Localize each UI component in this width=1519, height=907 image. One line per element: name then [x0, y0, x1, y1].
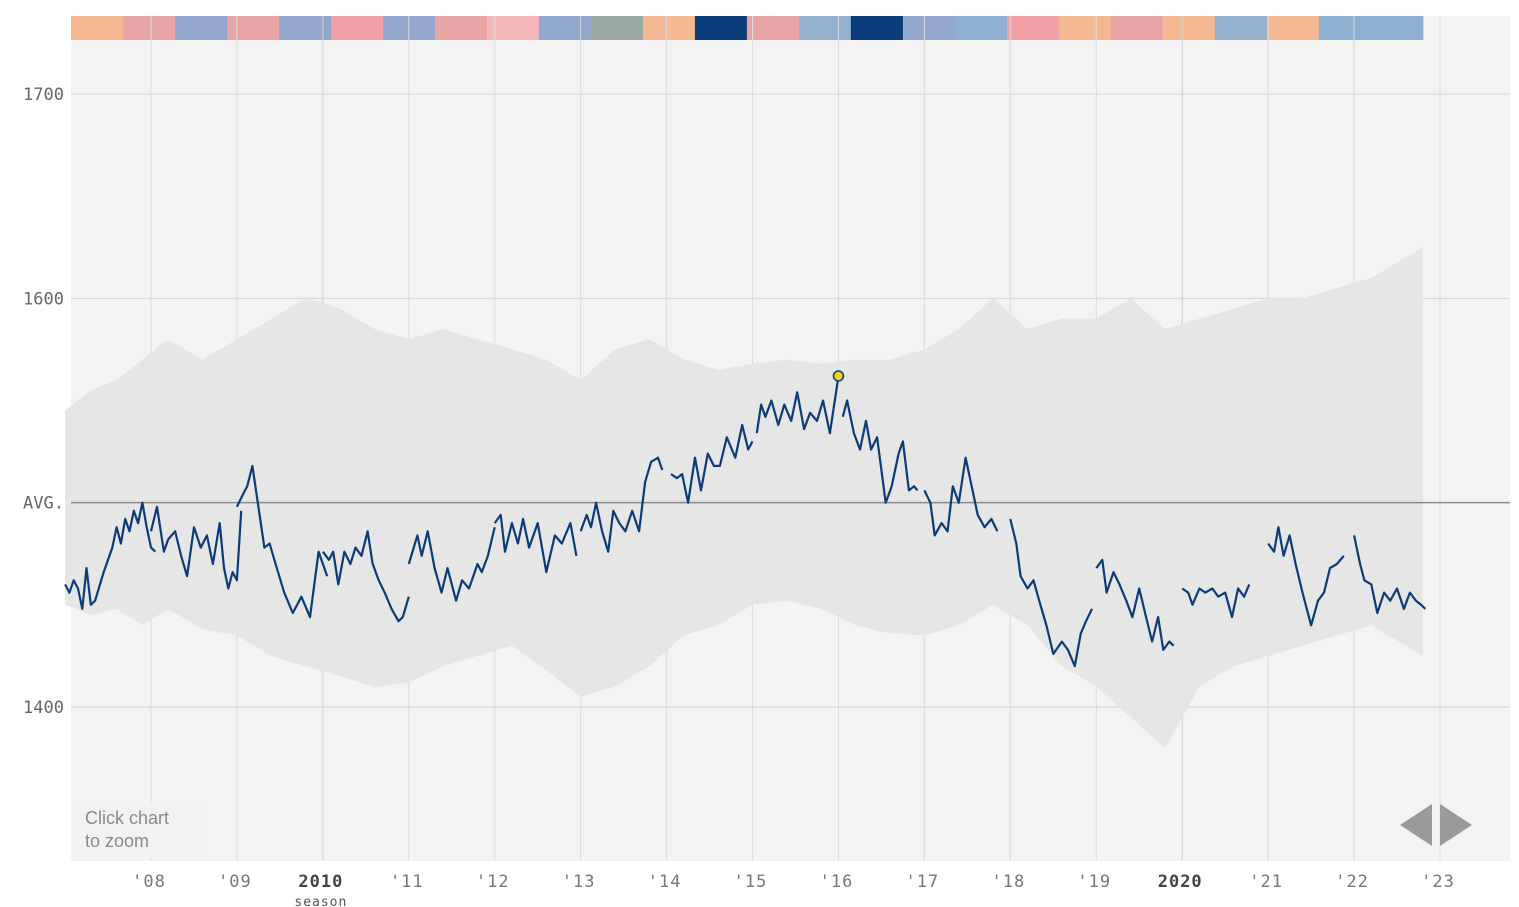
zoom-hint: Click chart to zoom	[75, 805, 207, 857]
era-segment	[746, 16, 800, 40]
season-rating-line	[1181, 583, 1251, 619]
x-tick-label: '14	[648, 872, 682, 892]
era-segment	[1110, 16, 1164, 40]
era-segment	[434, 16, 488, 40]
season-rating-line	[322, 530, 410, 623]
peak-marker[interactable]	[832, 370, 845, 382]
era-segment	[902, 16, 956, 40]
x-tick-label: '11	[390, 872, 424, 892]
x-tick-label: '15	[734, 872, 768, 892]
x-tick-sublabel: season	[294, 895, 347, 907]
y-axis-ticks: 1700 1600 AVG. 1400	[23, 85, 64, 718]
x-tick-label: '12	[476, 872, 510, 892]
season-rating-line	[1353, 535, 1427, 615]
x-tick-label: '23	[1421, 872, 1455, 892]
season-rating-line	[923, 456, 999, 537]
y-tick-label: AVG.	[23, 494, 64, 514]
era-segment	[174, 16, 228, 40]
era-segment	[850, 16, 904, 40]
chart-navigation	[1398, 802, 1478, 848]
y-tick-label: 1600	[23, 289, 64, 309]
season-rating-line	[1267, 526, 1345, 627]
era-segment	[798, 16, 852, 40]
season-rating-line	[841, 399, 919, 504]
era-segment	[486, 16, 540, 40]
era-segment	[642, 16, 696, 40]
zoom-hint-line2: to zoom	[85, 831, 150, 851]
x-tick-label: '16	[820, 872, 854, 892]
zoom-hint-line1: Click chart	[85, 808, 170, 828]
era-segment	[1162, 16, 1216, 40]
era-segment	[1370, 16, 1424, 40]
era-segment	[122, 16, 176, 40]
x-tick-label: '19	[1077, 872, 1111, 892]
x-tick-label: '17	[906, 872, 940, 892]
era-segment	[954, 16, 1008, 40]
season-rating-line	[149, 505, 243, 590]
era-segment	[226, 16, 280, 40]
x-tick-label: '18	[991, 872, 1025, 892]
season-rating-line	[407, 526, 496, 602]
season-rating-line	[1095, 558, 1175, 651]
season-rating-line	[670, 423, 754, 504]
era-segment	[590, 16, 644, 40]
era-color-strip	[71, 16, 1424, 40]
previous-arrow-icon[interactable]	[1398, 802, 1434, 848]
range-band-area	[65, 247, 1423, 748]
era-segment	[694, 16, 748, 40]
y-tick-label: 1700	[23, 85, 64, 105]
league-range-band	[65, 247, 1423, 748]
rating-series	[64, 375, 1427, 668]
era-segment	[538, 16, 592, 40]
x-axis-ticks: '08 '09 2010 season '11 '12 '13 '14 '15 '16 '17 '18…	[132, 872, 1455, 907]
x-tick-label: '08	[132, 872, 166, 892]
season-rating-line	[493, 513, 578, 574]
x-tick-label: '13	[562, 872, 596, 892]
era-segment	[1058, 16, 1112, 40]
era-segment	[71, 16, 124, 40]
x-tick-label: '09	[218, 872, 252, 892]
era-segment	[1214, 16, 1268, 40]
y-tick-label: 1400	[23, 698, 64, 718]
era-segment	[1266, 16, 1320, 40]
x-tick-label: 2010	[298, 872, 343, 892]
x-tick-label: '21	[1249, 872, 1283, 892]
x-tick-label: 2020	[1158, 872, 1203, 892]
era-segment	[330, 16, 384, 40]
season-rating-line	[579, 456, 664, 553]
season-rating-line	[1009, 518, 1093, 668]
era-segment	[1006, 16, 1060, 40]
x-tick-label: '22	[1335, 872, 1369, 892]
peak-point[interactable]	[832, 370, 845, 382]
season-rating-line	[235, 464, 329, 619]
era-segment	[1318, 16, 1372, 40]
era-segment	[278, 16, 332, 40]
next-arrow-icon[interactable]	[1438, 802, 1474, 848]
season-rating-line	[755, 375, 840, 435]
season-rating-line	[64, 501, 157, 611]
